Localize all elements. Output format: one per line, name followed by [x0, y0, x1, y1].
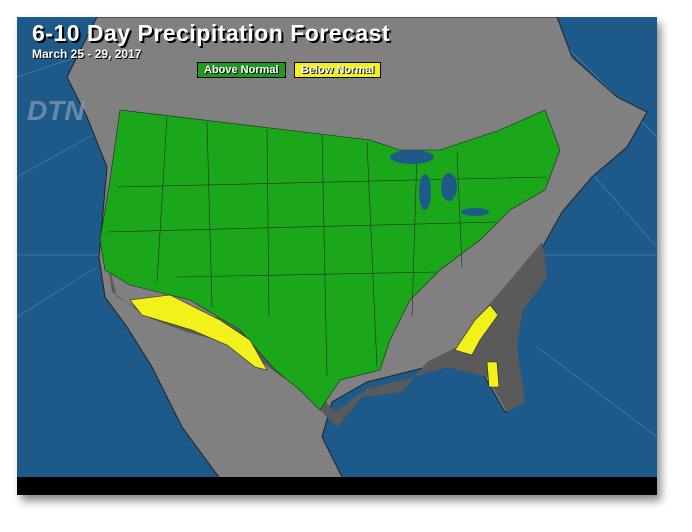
dtn-logo: DTN	[27, 95, 85, 126]
state-borders	[106, 116, 548, 378]
precipitation-map	[17, 17, 657, 495]
bottom-bar	[17, 477, 657, 495]
forecast-map-frame: 6-10 Day Precipitation Forecast March 25…	[17, 17, 657, 495]
below-normal-southeast	[454, 304, 499, 356]
date-range: March 25 - 29, 2017	[32, 47, 142, 61]
great-lakes	[390, 150, 489, 216]
below-normal-florida	[486, 361, 500, 388]
legend-above-normal: Above Normal	[197, 62, 286, 78]
below-normal-southwest	[129, 294, 268, 371]
legend-below-normal: Below Normal	[294, 62, 382, 78]
map-title: 6-10 Day Precipitation Forecast	[32, 20, 391, 46]
